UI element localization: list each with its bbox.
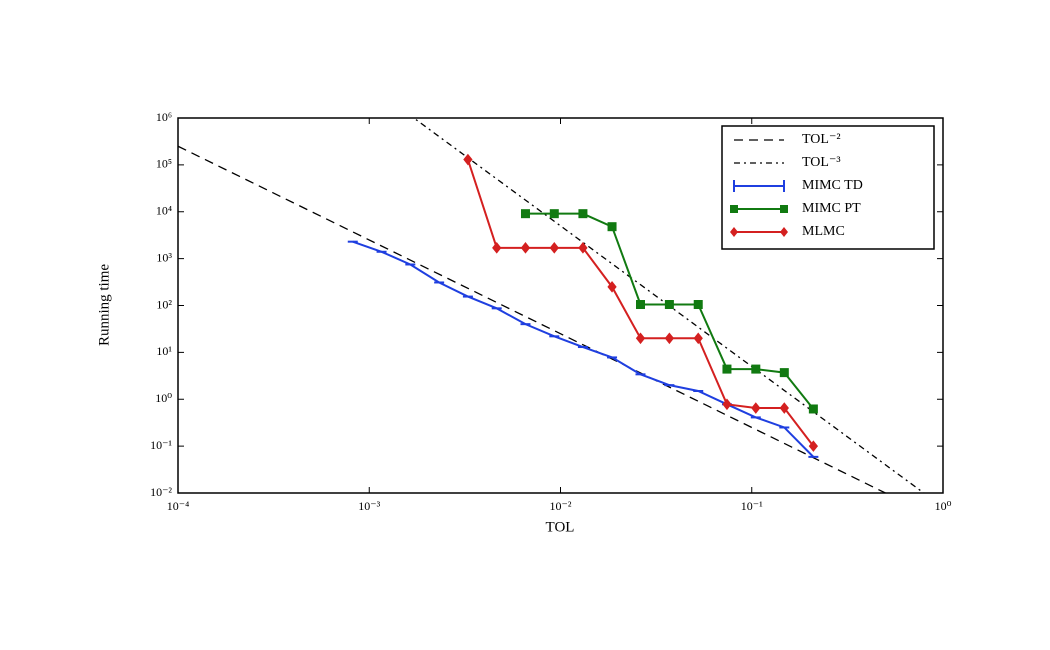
y-tick-label: 10⁵	[156, 157, 172, 171]
marker	[779, 368, 789, 378]
legend-label: TOL⁻³	[802, 155, 841, 170]
y-axis-label: Running time	[96, 264, 112, 346]
legend-marker	[730, 227, 738, 237]
marker	[751, 402, 761, 414]
y-tick-label: 10²	[156, 297, 172, 311]
y-tick-label: 10³	[156, 250, 172, 264]
marker	[751, 364, 761, 374]
marker	[607, 222, 617, 232]
marker	[492, 242, 502, 254]
marker	[549, 242, 559, 254]
series-line	[178, 145, 887, 493]
legend-marker	[780, 227, 788, 237]
y-tick-label: 10⁶	[156, 110, 172, 124]
legend-marker	[730, 205, 738, 213]
marker	[636, 300, 646, 310]
legend-label: MLMC	[802, 224, 845, 239]
y-tick-label: 10⁰	[155, 391, 172, 405]
x-tick-label: 10⁻¹	[741, 499, 763, 513]
legend	[721, 125, 935, 250]
marker	[578, 209, 588, 219]
marker	[664, 332, 675, 345]
legend-marker	[780, 205, 788, 213]
marker	[722, 364, 732, 374]
marker	[463, 153, 473, 166]
y-tick-label: 10⁴	[156, 204, 172, 218]
marker	[520, 242, 531, 254]
marker	[808, 404, 818, 414]
legend-label: MIMC TD	[802, 178, 863, 193]
y-tick-label: 10⁻¹	[150, 438, 172, 452]
marker	[578, 242, 588, 254]
marker	[722, 398, 732, 411]
marker	[693, 300, 703, 310]
x-tick-label: 10⁻³	[358, 499, 380, 513]
marker	[520, 209, 530, 219]
y-tick-label: 10¹	[156, 344, 172, 358]
series-line	[412, 118, 925, 493]
legend-label: TOL⁻²	[802, 132, 841, 147]
marker	[549, 209, 559, 219]
x-axis-label: TOL	[546, 519, 575, 535]
marker	[635, 332, 646, 345]
x-tick-label: 10⁻²	[550, 499, 572, 513]
x-tick-label: 10⁻⁴	[167, 499, 190, 513]
marker	[664, 300, 674, 310]
legend-label: MIMC PT	[802, 201, 861, 216]
y-tick-label: 10⁻²	[150, 485, 172, 499]
marker	[808, 440, 819, 452]
plot-series	[178, 118, 925, 493]
marker	[607, 281, 617, 293]
x-tick-label: 10⁰	[935, 499, 952, 513]
marker	[779, 402, 789, 414]
plot-frame	[177, 117, 944, 494]
marker	[693, 332, 703, 345]
